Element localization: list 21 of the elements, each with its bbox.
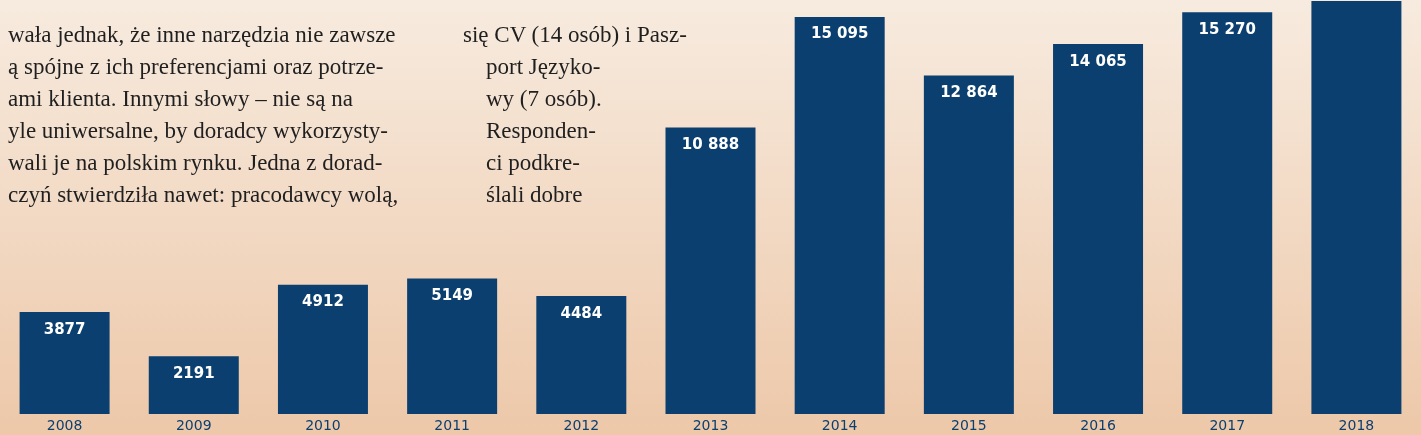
data-label: 15 270 — [1198, 19, 1256, 38]
data-label: 4912 — [302, 292, 344, 311]
data-label: 3877 — [43, 319, 86, 338]
annotation: wała jednak, że inne narzędzia nie zawsze ą spójne z ich preferencjami oraz potrze- ami klienta. Innymi słowy – nie są na yle uniwersalne, by doradcy wykorzysty- wali je na polskim rynku. Jedna z dorad- czyń stwierdziła nawet: pracodawcy wolą, — [8, 21, 399, 207]
x-tick-label: 2012 — [563, 417, 600, 433]
data-label: 4484 — [560, 303, 603, 322]
data-label: 2191 — [172, 363, 215, 382]
x-tick-label: 2010 — [305, 417, 341, 433]
data-label: 12 864 — [940, 83, 998, 102]
data-label: 15 095 — [810, 24, 869, 43]
x-tick-label: 2017 — [1209, 417, 1246, 433]
x-tick-label: 2011 — [434, 417, 470, 433]
x-tick-label: 2018 — [1338, 417, 1375, 433]
x-tick-label: 2008 — [46, 417, 83, 433]
data-label: 14 065 — [1069, 51, 1127, 70]
x-tick-label: 2009 — [175, 417, 212, 433]
x-tick-label: 2015 — [951, 417, 987, 433]
x-tick-label: 2016 — [1080, 417, 1116, 433]
data-label: 5149 — [431, 286, 474, 305]
x-tick-label: 2014 — [821, 417, 858, 433]
x-tick-label: 2013 — [692, 417, 729, 433]
